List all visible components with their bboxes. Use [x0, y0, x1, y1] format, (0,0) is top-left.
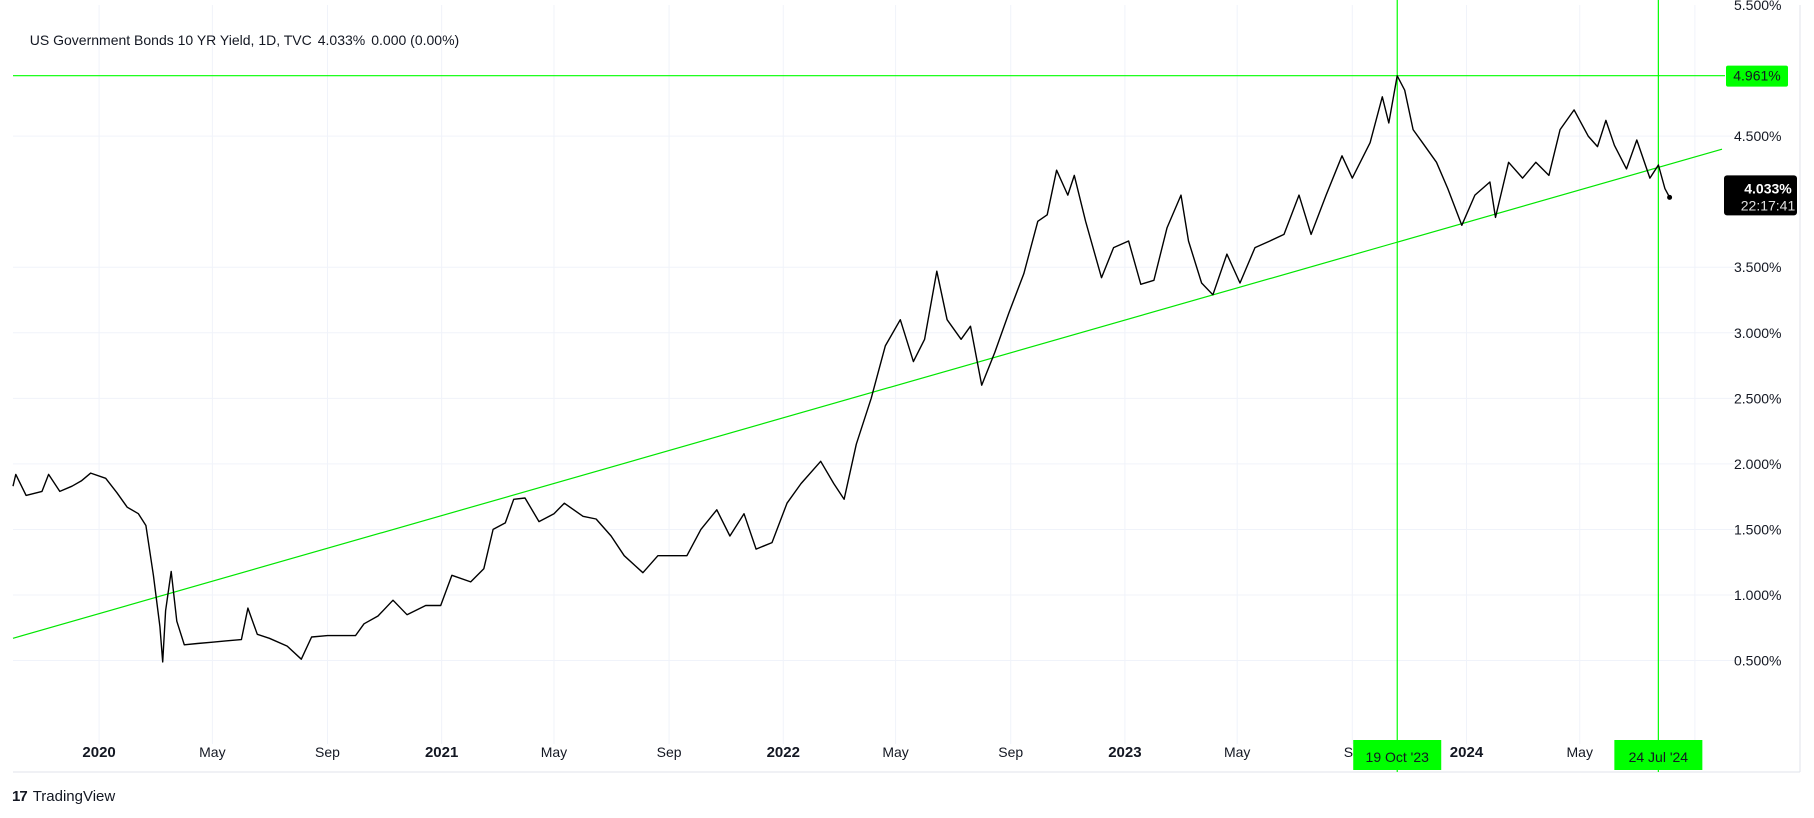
tradingview-brand-name: TradingView	[32, 788, 116, 805]
trendline	[12, 148, 1723, 639]
x-axis-tick-label: Sep	[315, 744, 340, 760]
x-axis-tick-label: 2021	[425, 744, 458, 761]
x-axis-tick-label: May	[882, 744, 908, 760]
tradingview-logo[interactable]: 17 TradingView	[12, 788, 115, 805]
x-axis-tick-label: Sep	[998, 744, 1023, 760]
price-tag-value: 4.033%	[1744, 180, 1792, 196]
tradingview-logo-icon: 17	[12, 788, 28, 805]
date-tag-background	[1614, 740, 1703, 770]
date-tag-background	[1353, 740, 1442, 770]
y-axis-tick-label: 0.500%	[1734, 653, 1781, 669]
chart-legend: US Government Bonds 10 YR Yield, 1D, TVC…	[22, 16, 465, 48]
price-tag-countdown: 22:17:41	[1741, 197, 1796, 213]
y-axis-tick-label: 2.000%	[1734, 456, 1781, 472]
level-tag-label: 4.961%	[1733, 68, 1780, 84]
x-axis-tick-label: 2023	[1108, 744, 1141, 761]
x-axis-tick-label: May	[1224, 744, 1250, 760]
price-tag-background	[1724, 175, 1797, 216]
y-axis-tick-label: 4.500%	[1734, 128, 1781, 144]
x-axis-tick-label: May	[1567, 744, 1593, 760]
y-axis-tick-label: 2.500%	[1734, 390, 1781, 406]
y-axis-tick-label-top: 5.500%	[1734, 0, 1781, 13]
legend-title: US Government Bonds 10 YR Yield, 1D, TVC	[29, 32, 312, 48]
y-axis-tick-label: 1.500%	[1734, 521, 1781, 537]
x-axis-tick-label: 2020	[82, 744, 115, 761]
x-axis-tick-label: 2024	[1450, 744, 1484, 761]
price-line-us10y	[12, 75, 1671, 663]
date-tag-label: 24 Jul '24	[1629, 749, 1689, 765]
y-axis-tick-label: 3.000%	[1734, 325, 1781, 341]
date-tag-label: 19 Oct '23	[1366, 749, 1430, 765]
last-price-dot	[1667, 194, 1673, 200]
legend-last-value: 4.033%	[317, 32, 366, 48]
x-axis-tick-label: May	[541, 744, 567, 760]
y-axis-tick-label: 1.000%	[1734, 587, 1781, 603]
x-axis-tick-label: 2022	[767, 744, 800, 761]
x-axis-tick-label: May	[199, 744, 225, 760]
legend-change: 0.000 (0.00%)	[371, 32, 460, 48]
level-tag-background	[1726, 65, 1788, 87]
x-axis-tick-label: Sep	[657, 744, 682, 760]
y-axis-tick-label: 3.500%	[1734, 259, 1781, 275]
